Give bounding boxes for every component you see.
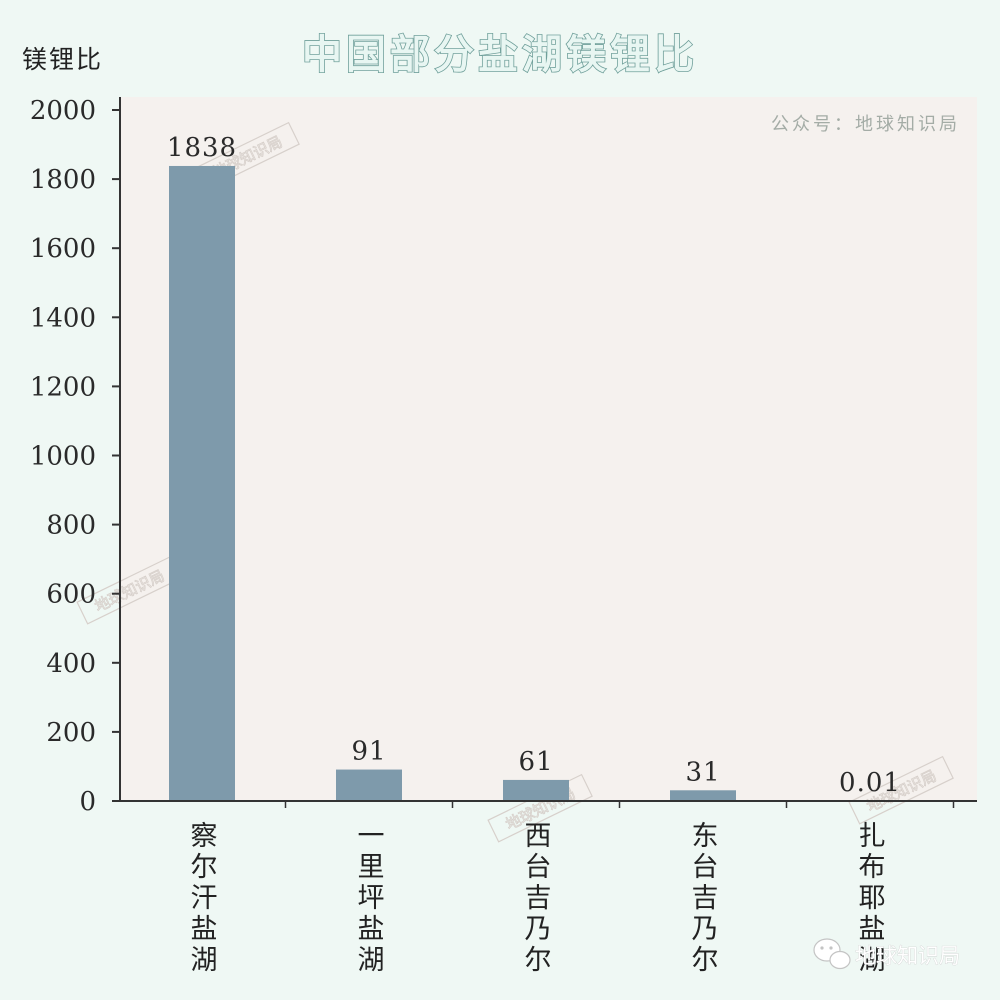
bar <box>169 165 235 801</box>
svg-text:察: 察 <box>191 821 218 852</box>
svg-text:里: 里 <box>358 852 385 883</box>
data-label: 1838 <box>167 133 237 163</box>
y-axis-label: 镁锂比 <box>22 45 103 74</box>
bar <box>670 790 736 801</box>
signature-text: 地球知识局 <box>855 944 960 968</box>
data-label: 61 <box>518 747 553 777</box>
y-tick-label: 1800 <box>30 165 96 195</box>
svg-text:盐: 盐 <box>358 914 385 945</box>
svg-text:湖: 湖 <box>859 945 886 976</box>
svg-text:坪: 坪 <box>358 883 385 914</box>
svg-text:一: 一 <box>358 821 385 852</box>
svg-text:东: 东 <box>692 821 719 852</box>
data-label: 31 <box>685 757 720 787</box>
credit-text: 公众号：地球知识局 <box>771 114 960 135</box>
y-tick-label: 1600 <box>30 234 96 264</box>
y-tick-label: 2000 <box>30 96 96 126</box>
signature: 地球知识局 <box>813 938 960 970</box>
svg-text:扎: 扎 <box>859 821 886 852</box>
svg-text:台: 台 <box>692 852 719 883</box>
svg-text:尔: 尔 <box>692 945 719 976</box>
svg-text:吉: 吉 <box>692 883 719 914</box>
svg-text:西: 西 <box>525 821 552 852</box>
svg-text:尔: 尔 <box>191 852 218 883</box>
svg-text:耶: 耶 <box>859 883 886 914</box>
y-tick-label: 0 <box>79 787 96 817</box>
data-label: 91 <box>351 737 386 767</box>
y-tick-label: 200 <box>46 718 96 748</box>
bar <box>336 769 402 801</box>
y-ticks: 0 200 400 600 800 1000 1200 1400 1600 1800 2000 <box>30 96 120 817</box>
y-tick-label: 1200 <box>30 372 96 402</box>
chart-title: 中国部分盐湖镁锂比 <box>302 32 698 78</box>
svg-text:乃: 乃 <box>525 914 552 945</box>
bar <box>503 779 569 801</box>
svg-text:乃: 乃 <box>692 914 719 945</box>
y-tick-label: 1400 <box>30 303 96 333</box>
bars <box>169 165 903 801</box>
wechat-icon <box>813 938 851 970</box>
value-labels: 1838 91 61 31 0.01 <box>167 133 901 798</box>
svg-text:盐: 盐 <box>191 914 218 945</box>
y-tick-label: 800 <box>46 511 96 541</box>
svg-text:汗: 汗 <box>191 883 218 914</box>
svg-text:布: 布 <box>859 852 886 883</box>
svg-text:吉: 吉 <box>525 883 552 914</box>
plot-area <box>120 97 977 801</box>
svg-text:尔: 尔 <box>525 945 552 976</box>
svg-text:湖: 湖 <box>191 945 218 976</box>
y-tick-label: 400 <box>46 649 96 679</box>
y-tick-label: 1000 <box>30 442 96 472</box>
svg-text:盐: 盐 <box>859 914 886 945</box>
data-label: 0.01 <box>839 768 901 798</box>
y-tick-label: 600 <box>46 580 96 610</box>
svg-text:台: 台 <box>525 852 552 883</box>
svg-text:湖: 湖 <box>358 945 385 976</box>
